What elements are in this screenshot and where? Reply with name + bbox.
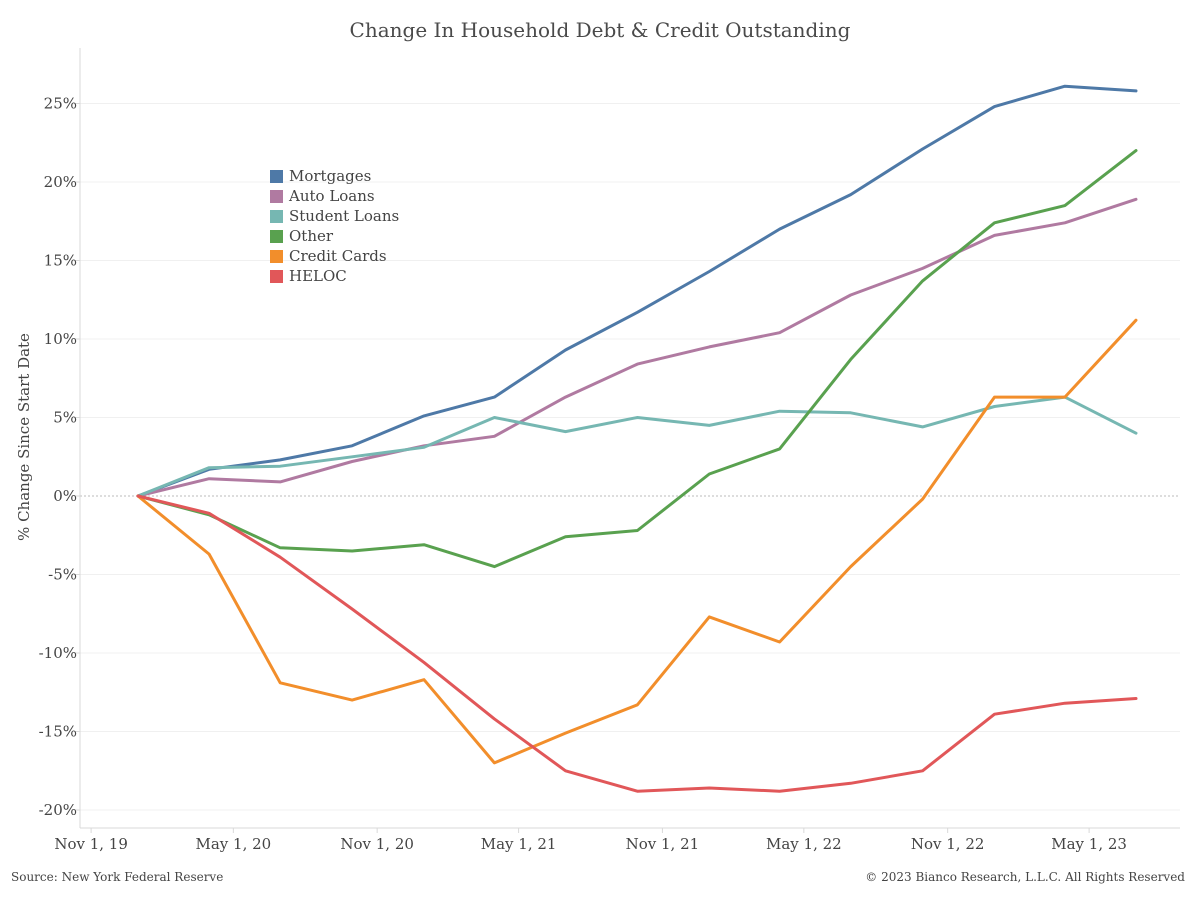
series-line-mortgages: [136, 84, 1138, 498]
legend-label: Student Loans: [289, 207, 400, 225]
legend-swatch: [270, 189, 283, 203]
legend-label: Credit Cards: [289, 247, 387, 265]
y-tick-label: -20%: [39, 801, 77, 819]
y-tick-label: -10%: [39, 644, 77, 662]
legend-item-auto-loans: Auto Loans: [270, 186, 399, 206]
x-tick-label: Nov 1, 22: [911, 835, 985, 853]
y-tick-label: -15%: [39, 723, 77, 741]
y-tick-label: 0%: [53, 487, 77, 505]
x-tick-label: Nov 1, 20: [340, 835, 414, 853]
legend-label: Auto Loans: [289, 187, 375, 205]
copyright-note: © 2023 Bianco Research, L.L.C. All Right…: [865, 870, 1185, 884]
chart-title: Change In Household Debt & Credit Outsta…: [349, 18, 851, 42]
legend-item-other: Other: [270, 226, 399, 246]
y-axis-label: % Change Since Start Date: [15, 333, 33, 541]
legend-item-student-loans: Student Loans: [270, 206, 399, 226]
x-tick-label: Nov 1, 21: [626, 835, 700, 853]
source-note: Source: New York Federal Reserve: [11, 870, 224, 884]
axes: [75, 48, 1180, 833]
series-lines: [136, 84, 1138, 793]
series-line-heloc: [136, 494, 1138, 793]
legend-label: Mortgages: [289, 167, 372, 185]
x-tick-label: Nov 1, 19: [54, 835, 128, 853]
legend-item-credit-cards: Credit Cards: [270, 246, 399, 266]
series-line-credit-cards: [136, 318, 1138, 765]
y-tick-label: 15%: [44, 252, 77, 270]
series-line-auto-loans: [136, 197, 1138, 498]
x-tick-label: May 1, 21: [481, 835, 557, 853]
x-tick-label: May 1, 23: [1051, 835, 1127, 853]
legend-swatch: [270, 169, 283, 183]
gridlines: [80, 103, 1180, 811]
x-tick-label: May 1, 22: [766, 835, 842, 853]
legend-swatch: [270, 229, 283, 243]
y-tick-label: 20%: [44, 173, 77, 191]
y-tick-labels: 25% 20% 15% 10% 5% 0% -5% -10% -15% -20%: [39, 95, 77, 820]
legend: Mortgages Auto Loans Student Loans Other Cre…: [270, 166, 399, 286]
series-line-other: [136, 149, 1138, 569]
legend-item-heloc: HELOC: [270, 266, 399, 286]
legend-label: Other: [289, 227, 334, 245]
legend-swatch: [270, 209, 283, 223]
legend-label: HELOC: [289, 267, 347, 285]
x-tick-labels: Nov 1, 19 May 1, 20 Nov 1, 20 May 1, 21 Nov …: [54, 835, 1127, 853]
y-tick-label: -5%: [48, 566, 77, 584]
series-line-student-loans: [136, 395, 1138, 498]
legend-item-mortgages: Mortgages: [270, 166, 399, 186]
y-tick-label: 5%: [53, 409, 77, 427]
x-tick-label: May 1, 20: [195, 835, 271, 853]
legend-swatch: [270, 269, 283, 283]
y-tick-label: 10%: [44, 330, 77, 348]
y-tick-label: 25%: [44, 95, 77, 113]
legend-swatch: [270, 249, 283, 263]
